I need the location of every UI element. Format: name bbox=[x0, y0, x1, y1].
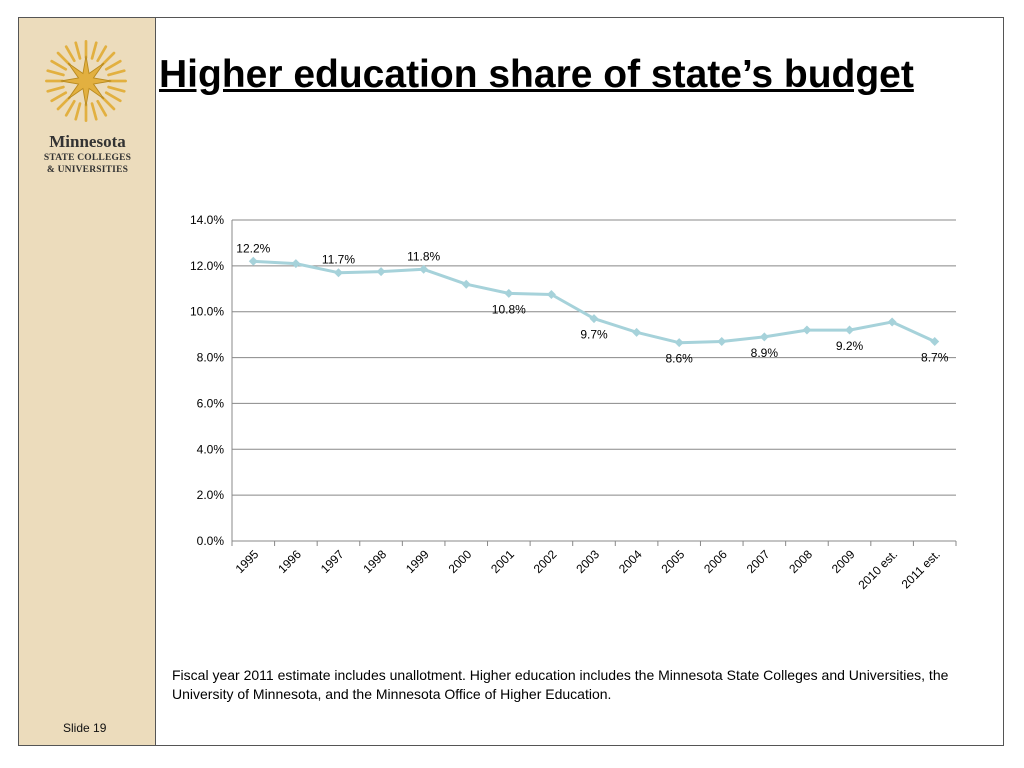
x-tick-label: 2011 est. bbox=[899, 547, 943, 591]
x-tick-label: 2003 bbox=[573, 547, 602, 576]
data-label: 8.9% bbox=[751, 346, 779, 360]
x-tick-label: 2007 bbox=[744, 547, 773, 576]
data-point bbox=[248, 256, 258, 266]
data-point bbox=[461, 279, 471, 289]
data-label: 8.6% bbox=[665, 352, 693, 366]
slide-number: Slide 19 bbox=[63, 721, 107, 735]
sidebar: Minnesota STATE COLLEGES & UNIVERSITIES … bbox=[19, 18, 156, 745]
y-tick-label: 12.0% bbox=[190, 259, 224, 273]
data-point bbox=[589, 314, 599, 324]
data-label: 10.8% bbox=[492, 302, 526, 316]
data-point bbox=[802, 325, 812, 335]
x-tick-label: 1995 bbox=[233, 547, 262, 576]
data-point bbox=[419, 264, 429, 274]
x-tick-label: 2010 est. bbox=[855, 547, 900, 592]
org-name-line3: & UNIVERSITIES bbox=[46, 165, 129, 175]
data-point bbox=[291, 259, 301, 269]
data-point bbox=[930, 337, 940, 347]
x-tick-label: 2008 bbox=[786, 547, 815, 576]
x-tick-label: 1996 bbox=[275, 547, 304, 576]
data-label: 8.7% bbox=[921, 351, 949, 365]
data-label: 11.8% bbox=[407, 249, 440, 263]
data-point bbox=[376, 267, 386, 277]
org-name-line2: STATE COLLEGES bbox=[43, 153, 132, 163]
data-point bbox=[632, 327, 642, 337]
y-tick-label: 14.0% bbox=[190, 213, 224, 227]
x-tick-label: 2006 bbox=[701, 547, 730, 576]
slide-frame: Minnesota STATE COLLEGES & UNIVERSITIES … bbox=[18, 17, 1004, 746]
x-tick-label: 1998 bbox=[360, 547, 389, 576]
x-tick-label: 2001 bbox=[488, 547, 517, 576]
org-name-line1: Minnesota bbox=[49, 132, 126, 151]
x-tick-label: 2002 bbox=[531, 547, 560, 576]
data-point bbox=[546, 290, 556, 300]
data-label: 12.2% bbox=[236, 241, 270, 255]
x-tick-label: 2000 bbox=[446, 547, 475, 576]
data-point bbox=[845, 325, 855, 335]
y-tick-label: 0.0% bbox=[197, 534, 225, 548]
data-label: 11.7% bbox=[322, 253, 355, 267]
data-point bbox=[717, 337, 727, 347]
data-point bbox=[887, 317, 897, 327]
y-tick-label: 2.0% bbox=[197, 488, 225, 502]
x-tick-label: 2009 bbox=[829, 547, 858, 576]
data-label: 9.2% bbox=[836, 339, 864, 353]
x-tick-label: 1999 bbox=[403, 547, 432, 576]
data-point bbox=[674, 338, 684, 348]
page-title: Higher education share of state’s budget bbox=[159, 53, 914, 96]
x-tick-label: 2005 bbox=[659, 547, 688, 576]
y-tick-label: 8.0% bbox=[197, 351, 225, 365]
y-tick-label: 10.0% bbox=[190, 305, 224, 319]
y-tick-label: 4.0% bbox=[197, 442, 225, 456]
footnote: Fiscal year 2011 estimate includes unall… bbox=[172, 667, 949, 702]
line-chart: 0.0% 2.0% 4.0% 6.0% 8.0% 10.0% 12.0% 14.0% 1995 1… bbox=[190, 213, 957, 592]
x-tick-label: 2004 bbox=[616, 547, 645, 576]
data-label: 9.7% bbox=[580, 328, 608, 342]
data-point bbox=[504, 288, 514, 298]
y-tick-label: 6.0% bbox=[197, 396, 225, 410]
data-point bbox=[759, 332, 769, 342]
data-point bbox=[333, 268, 343, 278]
star-burst-logo-icon bbox=[45, 40, 127, 122]
x-tick-label: 1997 bbox=[318, 547, 347, 576]
